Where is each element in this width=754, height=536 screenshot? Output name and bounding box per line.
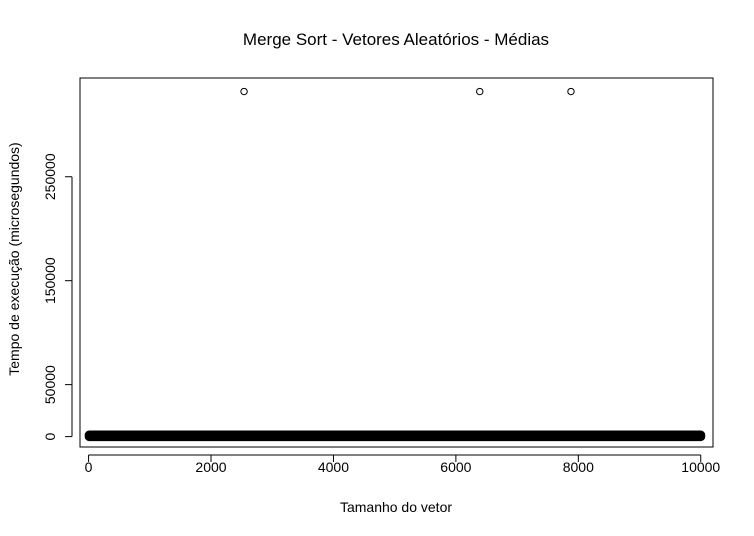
data-point (471, 431, 480, 439)
data-point (481, 431, 489, 439)
plot-frame (79, 77, 714, 448)
x-tick-label: 8000 (563, 459, 594, 475)
data-point (422, 431, 431, 440)
x-tick-label: 0 (85, 459, 93, 475)
chart-title: Merge Sort - Vetores Aleatórios - Médias (243, 30, 549, 49)
x-tick-label: 4000 (318, 459, 349, 475)
data-point (502, 431, 511, 440)
y-tick-label: 50000 (42, 365, 58, 404)
data-point (495, 431, 503, 440)
y-axis: 0 50000 150000 250000 (42, 153, 73, 441)
data-point (567, 87, 575, 96)
data-point (460, 431, 468, 439)
data-points (84, 87, 706, 442)
data-point (240, 87, 248, 96)
x-axis-label: Tamanho do vetor (340, 499, 452, 515)
x-axis: 0 2000 4000 6000 8000 10000 (85, 454, 720, 475)
x-tick-label: 2000 (195, 459, 226, 475)
dense-point-band (84, 430, 706, 442)
x-tick-label: 6000 (440, 459, 471, 475)
data-point (476, 87, 484, 96)
y-tick-label: 0 (42, 433, 58, 441)
y-axis-label: Tempo de execução (microsegundos) (6, 142, 22, 375)
x-tick-label: 10000 (681, 459, 720, 475)
y-tick-label: 250000 (42, 153, 58, 200)
y-tick-label: 150000 (42, 257, 58, 304)
